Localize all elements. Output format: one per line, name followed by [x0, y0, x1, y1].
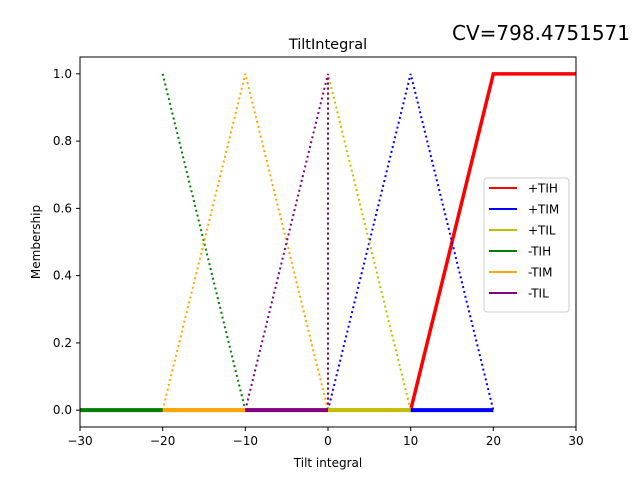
y-axis-label: Membership: [29, 205, 43, 279]
series-line-minus-til: [244, 73, 329, 411]
tick-marks: −30 −20 −10 0 10 20 30 0.0 0.2 0.4 0.6 0.8 1.0: [53, 67, 584, 448]
legend-label-minus-til: -TIL: [528, 287, 549, 301]
series-line-minus-tim: [161, 73, 329, 411]
x-tick-label: −20: [150, 434, 175, 448]
legend-box: [483, 177, 570, 313]
legend: +TIH +TIM +TIL -TIH -TIM -TIL: [483, 177, 570, 313]
x-tick-label: 30: [568, 434, 583, 448]
cv-annotation: CV=798.4751571: [452, 21, 630, 45]
y-tick-label: 0.0: [53, 403, 72, 417]
y-tick-label: 0.2: [53, 336, 72, 350]
legend-label-plusminus-tih: +TIH: [528, 182, 558, 196]
y-tick-label: 0.8: [53, 134, 72, 148]
series-lines: [80, 72, 576, 413]
series-line-plusminus-tim: [327, 73, 495, 411]
x-tick-label: −10: [233, 434, 258, 448]
x-tick-label: −30: [67, 434, 92, 448]
x-tick-label: 0: [324, 434, 332, 448]
chart-title: TiltIntegral: [288, 37, 367, 53]
y-tick-label: 0.6: [53, 201, 72, 215]
y-tick-label: 1.0: [53, 67, 72, 81]
x-axis-label: Tilt integral: [293, 456, 362, 470]
legend-label-plusminus-tim: +TIM: [528, 203, 559, 217]
legend-label-minus-tih: -TIH: [528, 245, 551, 259]
y-tick-label: 0.4: [53, 269, 72, 283]
x-tick-label: 20: [486, 434, 501, 448]
legend-label-plusminus-til: +TIL: [528, 224, 556, 238]
legend-label-minus-tim: -TIM: [528, 266, 552, 280]
x-tick-label: 10: [403, 434, 418, 448]
